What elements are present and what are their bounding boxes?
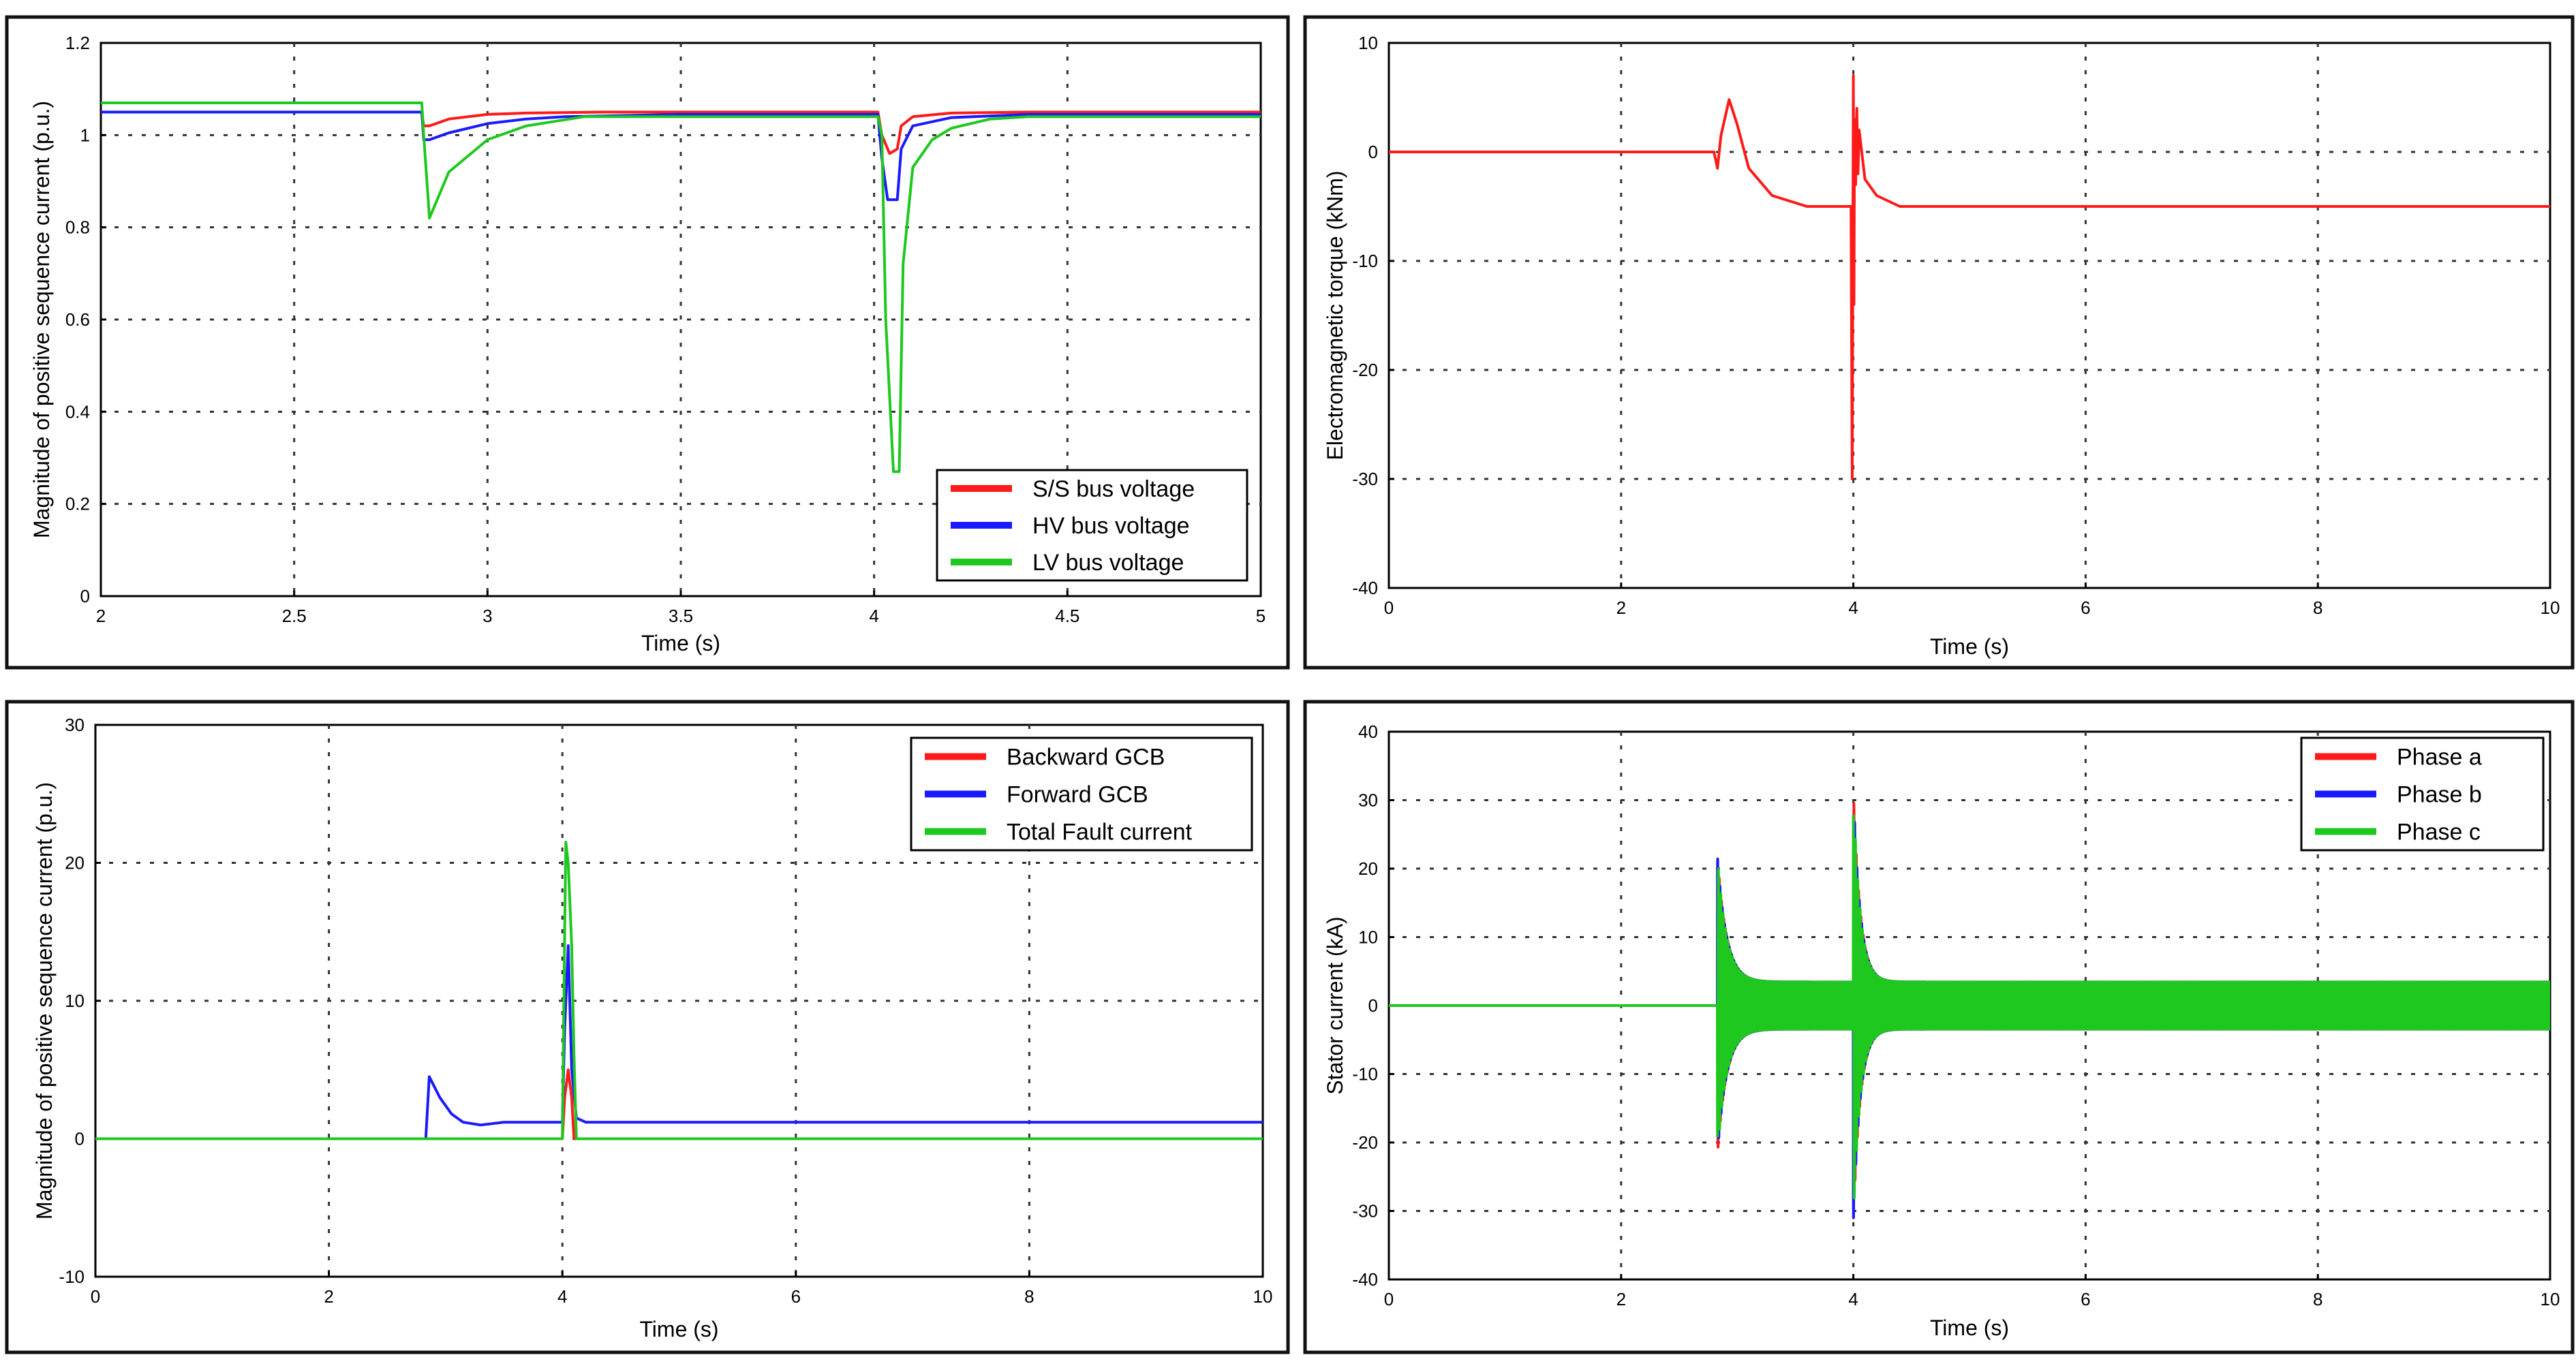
chart-electromagnetic-torque: 0 2 4 6 8 10 -40 -30 -20 -10 0 10 Time (s) Electromag…: [1323, 33, 2560, 659]
y-tick-label: -20: [1352, 360, 1378, 380]
y-tick-label: 30: [1358, 790, 1378, 811]
y-tick-label: -40: [1352, 1269, 1378, 1290]
y-tick-label: 30: [65, 715, 85, 735]
y-tick-label: -30: [1352, 469, 1378, 489]
series-group: [101, 102, 1261, 473]
legend: Phase a Phase b Phase c: [2300, 736, 2545, 852]
y-axis-label: Electromagnetic torque (kNm): [1323, 170, 1347, 460]
x-axis-label: Time (s): [1930, 1316, 2009, 1340]
y-tick-label: 0.8: [65, 217, 90, 238]
x-tick-label: 10: [2541, 1289, 2560, 1309]
x-tick-label: 8: [2313, 597, 2322, 618]
series-line-total-fault-current: [95, 841, 1263, 1140]
y-tick-label: 0: [80, 586, 90, 606]
x-tick-label: 0: [91, 1286, 100, 1307]
y-tick-label: 1.2: [65, 33, 90, 53]
y-axis-label: Magnitude of positive sequence current (…: [32, 782, 57, 1219]
x-tick-label: 8: [1024, 1286, 1034, 1307]
x-tick-label: 8: [2313, 1289, 2322, 1309]
y-tick-label: -30: [1352, 1201, 1378, 1222]
x-tick-label: 2: [1616, 1289, 1626, 1309]
series-line-s-s-bus-voltage: [101, 110, 1261, 155]
x-axis-label: Time (s): [641, 631, 720, 655]
x-tick-label: 6: [791, 1286, 801, 1307]
plot-area: [1387, 42, 2551, 589]
legend-label: S/S bus voltage: [1032, 476, 1195, 502]
chart-bus-voltage: 2 2.5 3 3.5 4 4.5 5 0 0.2 0.4 0.6 0.8 1 1.2 Time (s) Ma…: [29, 33, 1266, 655]
x-tick-label: 4: [1848, 1289, 1858, 1309]
chart-stator-current: 0 2 4 6 8 10 -40 -30 -20 -10 0 10 20 30 40 Time (s) Stat…: [1323, 721, 2560, 1340]
y-tick-label: 0.6: [65, 309, 90, 330]
legend: S/S bus voltage HV bus voltage LV bus volt…: [936, 469, 1248, 582]
legend-label: Phase a: [2397, 745, 2482, 771]
y-tick-label: 40: [1358, 721, 1378, 742]
x-tick-label: 6: [2081, 597, 2090, 618]
y-axis-label: Stator current (kA): [1323, 916, 1347, 1094]
x-tick-label: 2: [96, 606, 106, 626]
y-tick-label: 20: [1358, 858, 1378, 879]
x-axis-label: Time (s): [1930, 634, 2009, 659]
x-tick-label: 10: [2541, 597, 2560, 618]
series-line-phase-c: [1389, 814, 2550, 1200]
legend-label: HV bus voltage: [1032, 513, 1190, 539]
x-axis-label: Time (s): [639, 1317, 718, 1341]
x-tick-label: 4: [557, 1286, 567, 1307]
y-axis-label: Magnitude of positive sequence current (…: [29, 101, 54, 538]
x-tick-label: 0: [1384, 597, 1394, 618]
y-tick-label: -20: [1352, 1132, 1378, 1153]
y-tick-label: -10: [1352, 251, 1378, 271]
x-tick-label: 2.5: [282, 606, 307, 626]
y-tick-label: 0.4: [65, 401, 90, 422]
y-tick-label: 10: [1358, 33, 1378, 53]
legend: Backward GCB Forward GCB Total Fault curre…: [910, 736, 1253, 852]
y-tick-label: 0: [75, 1129, 85, 1149]
y-tick-label: 0.2: [65, 494, 90, 514]
series-line-hv-bus-voltage: [101, 110, 1261, 202]
chart-positive-sequence-current: 0 2 4 6 8 10 -10 0 10 20 30 Time (s) Magnitude of po…: [32, 715, 1272, 1341]
x-tick-label: 4: [869, 606, 878, 626]
series-group: [1389, 802, 2550, 1219]
legend-label: Phase b: [2397, 782, 2482, 808]
legend-label: LV bus voltage: [1032, 550, 1184, 576]
y-tick-label: 0: [1368, 142, 1378, 162]
x-tick-label: 4.5: [1055, 606, 1079, 626]
legend-label: Backward GCB: [1007, 745, 1165, 771]
y-tick-label: -10: [1352, 1064, 1378, 1085]
legend-label: Forward GCB: [1007, 782, 1148, 808]
x-tick-label: 3: [482, 606, 492, 626]
legend-label: Total Fault current: [1007, 820, 1193, 845]
series-group: [1389, 74, 2550, 480]
x-tick-label: 10: [1253, 1286, 1273, 1307]
x-tick-label: 4: [1848, 597, 1858, 618]
series-group: [95, 841, 1263, 1140]
y-tick-label: -40: [1352, 578, 1378, 598]
y-tick-label: 20: [65, 853, 85, 873]
x-tick-label: 6: [2081, 1289, 2090, 1309]
x-tick-label: 0: [1384, 1289, 1394, 1309]
series-line-lv-bus-voltage: [101, 102, 1261, 473]
y-tick-label: -10: [59, 1266, 85, 1287]
y-tick-label: 0: [1368, 995, 1378, 1016]
x-tick-label: 3.5: [669, 606, 693, 626]
x-tick-label: 5: [1256, 606, 1266, 626]
legend-label: Phase c: [2397, 820, 2481, 845]
y-tick-label: 10: [1358, 927, 1378, 948]
series-line-torque: [1389, 74, 2550, 480]
x-tick-label: 2: [1616, 597, 1626, 618]
y-tick-label: 1: [80, 125, 90, 145]
x-tick-label: 2: [324, 1286, 333, 1307]
y-tick-label: 10: [65, 991, 85, 1011]
